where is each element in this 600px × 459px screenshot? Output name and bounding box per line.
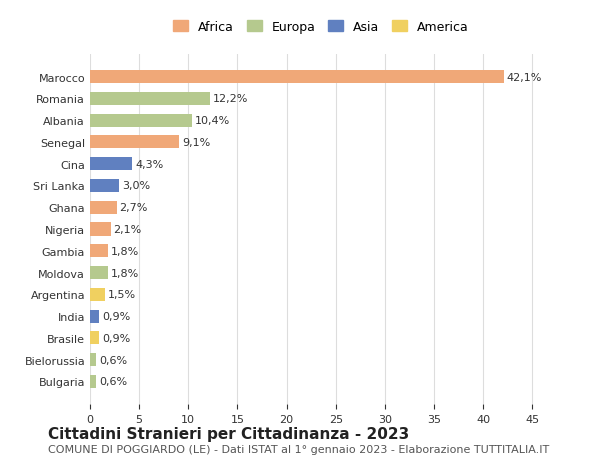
Bar <box>90 245 107 258</box>
Text: 3,0%: 3,0% <box>122 181 151 191</box>
Text: 0,6%: 0,6% <box>99 376 127 386</box>
Bar <box>90 288 105 301</box>
Bar <box>90 179 119 193</box>
Text: 0,9%: 0,9% <box>102 311 130 321</box>
Text: 1,8%: 1,8% <box>110 268 139 278</box>
Bar <box>90 331 99 345</box>
Text: 12,2%: 12,2% <box>213 94 248 104</box>
Bar <box>90 266 107 280</box>
Text: 9,1%: 9,1% <box>182 138 211 148</box>
Bar <box>90 223 110 236</box>
Bar <box>90 93 210 106</box>
Bar <box>90 353 96 366</box>
Text: 0,6%: 0,6% <box>99 355 127 365</box>
Text: Cittadini Stranieri per Cittadinanza - 2023: Cittadini Stranieri per Cittadinanza - 2… <box>48 425 409 441</box>
Bar <box>90 375 96 388</box>
Text: 42,1%: 42,1% <box>507 73 542 83</box>
Bar <box>90 158 132 171</box>
Text: 0,9%: 0,9% <box>102 333 130 343</box>
Text: 2,7%: 2,7% <box>119 203 148 213</box>
Text: 1,8%: 1,8% <box>110 246 139 256</box>
Text: 4,3%: 4,3% <box>135 159 163 169</box>
Text: 10,4%: 10,4% <box>195 116 230 126</box>
Text: 1,5%: 1,5% <box>107 290 136 300</box>
Bar <box>90 71 504 84</box>
Legend: Africa, Europa, Asia, America: Africa, Europa, Asia, America <box>169 16 473 39</box>
Text: 2,1%: 2,1% <box>113 224 142 235</box>
Bar <box>90 310 99 323</box>
Bar <box>90 114 192 128</box>
Text: COMUNE DI POGGIARDO (LE) - Dati ISTAT al 1° gennaio 2023 - Elaborazione TUTTITAL: COMUNE DI POGGIARDO (LE) - Dati ISTAT al… <box>48 444 549 454</box>
Bar <box>90 136 179 149</box>
Bar <box>90 201 116 214</box>
